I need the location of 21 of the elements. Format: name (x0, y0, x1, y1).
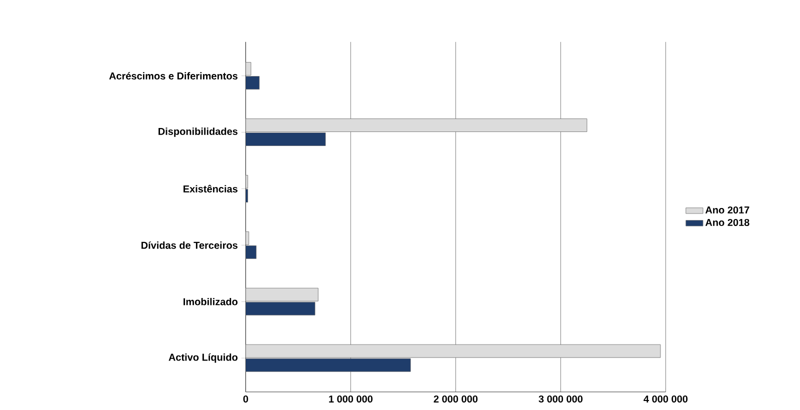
x-tick-label: 0 (243, 395, 248, 403)
bar (246, 118, 588, 132)
y-tick-label: Disponibilidades (158, 128, 238, 137)
x-tick-label: 3 000 000 (538, 395, 583, 403)
bar (246, 76, 260, 90)
x-tick-label: 2 000 000 (434, 395, 478, 403)
x-tick-label: 1 000 000 (329, 395, 373, 403)
y-tick-label: Imobilizado (184, 298, 238, 306)
y-tick-label: Dívidas de Terceiros (141, 241, 238, 249)
legend-label: Ano 2018 (705, 218, 750, 226)
bar (246, 246, 256, 259)
bar (246, 288, 318, 302)
y-tick-label: Existências (184, 184, 238, 192)
legend-label: Ano 2017 (705, 206, 750, 214)
y-tick-label: Activo Líquido (168, 353, 238, 363)
y-tick-label: Acréscimos e Diferimentos (109, 72, 238, 80)
bar (246, 344, 661, 358)
x-tick-label: 4 000 000 (644, 395, 688, 403)
bar (246, 132, 326, 146)
bar (246, 302, 316, 316)
bar (246, 358, 411, 372)
